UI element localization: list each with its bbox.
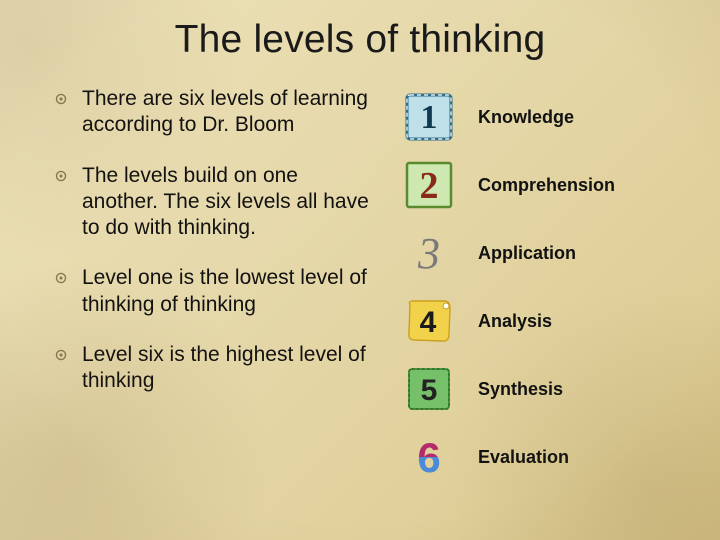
number-4-icon: 4 [404, 296, 454, 346]
levels-list: 1 Knowledge 2 Comprehension 3 Applicatio… [404, 86, 680, 484]
content-area: There are six levels of learning accordi… [0, 62, 720, 484]
svg-text:4: 4 [420, 306, 437, 339]
bullet-icon [54, 271, 68, 285]
bullet-icon [54, 169, 68, 183]
bullet-icon [54, 92, 68, 106]
bullet-icon [54, 348, 68, 362]
list-item: The levels build on one another. The six… [54, 163, 374, 242]
level-label: Knowledge [478, 107, 574, 128]
list-item: Level six is the highest level of thinki… [54, 342, 374, 395]
number-6-icon: 6 6 [404, 432, 454, 482]
number-1-icon: 1 [404, 92, 454, 142]
bullet-text: There are six levels of learning accordi… [82, 86, 374, 139]
level-row: 4 Analysis [404, 294, 680, 348]
page-title: The levels of thinking [0, 0, 720, 62]
level-row: 3 Application [404, 226, 680, 280]
level-row: 6 6 Evaluation [404, 430, 680, 484]
list-item: There are six levels of learning accordi… [54, 86, 374, 139]
level-label: Comprehension [478, 175, 615, 196]
bullet-text: Level six is the highest level of thinki… [82, 342, 374, 395]
level-label: Application [478, 243, 576, 264]
svg-text:2: 2 [420, 165, 439, 207]
level-label: Analysis [478, 311, 552, 332]
number-2-icon: 2 [404, 160, 454, 210]
bullet-text: The levels build on one another. The six… [82, 163, 374, 242]
number-3-icon: 3 [404, 228, 454, 278]
level-row: 5 Synthesis [404, 362, 680, 416]
level-row: 2 Comprehension [404, 158, 680, 212]
svg-text:1: 1 [421, 99, 438, 136]
svg-text:3: 3 [417, 229, 440, 278]
number-5-icon: 5 [404, 364, 454, 414]
list-item: Level one is the lowest level of thinkin… [54, 265, 374, 318]
level-row: 1 Knowledge [404, 90, 680, 144]
svg-text:5: 5 [421, 374, 438, 407]
level-label: Evaluation [478, 447, 569, 468]
bullet-text: Level one is the lowest level of thinkin… [82, 265, 374, 318]
bullet-list: There are six levels of learning accordi… [54, 86, 374, 484]
level-label: Synthesis [478, 379, 563, 400]
